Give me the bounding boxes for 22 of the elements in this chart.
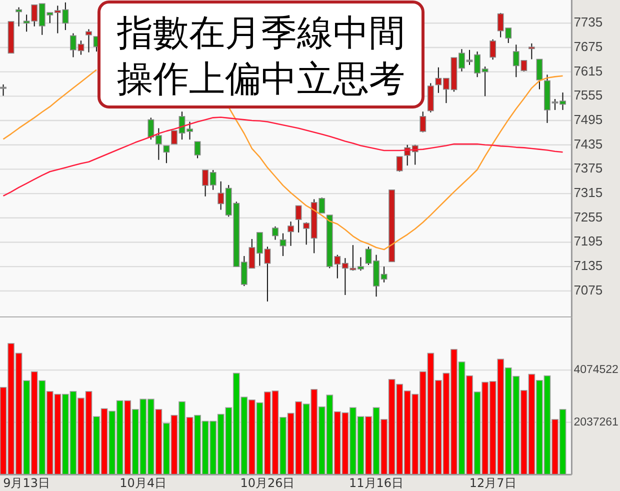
y-tick-label: 7615: [574, 63, 603, 78]
y-tick-label: 7495: [574, 112, 603, 127]
y-tick-label: 7555: [574, 88, 603, 103]
x-tick-label: 9月13日: [3, 476, 50, 490]
y-tick-label: 7315: [574, 184, 603, 200]
x-tick-label: 10月4日: [120, 476, 167, 490]
x-tick-label: 12月7日: [469, 476, 516, 490]
x-tick-label: 10月26日: [240, 476, 295, 490]
y-tick-label: 7195: [574, 234, 603, 249]
y-tick-label: 4074522: [574, 364, 618, 376]
y-tick-label: 2037261: [574, 416, 618, 428]
annotation: 指數在月季線中間: [116, 13, 405, 54]
y-tick-label: 7135: [574, 258, 603, 274]
y-tick-label: 7735: [574, 14, 603, 30]
x-tick-label: 11月16日: [348, 476, 404, 490]
y-tick-label: 7375: [574, 160, 603, 176]
y-tick-label: 7675: [574, 38, 603, 54]
annotation: 操作上偏中立思考: [117, 59, 405, 100]
y-tick-label: 7075: [574, 282, 603, 298]
y-tick-label: 7255: [574, 209, 603, 224]
y-tick-label: 7435: [574, 136, 603, 152]
line-series: [2, 116, 564, 197]
